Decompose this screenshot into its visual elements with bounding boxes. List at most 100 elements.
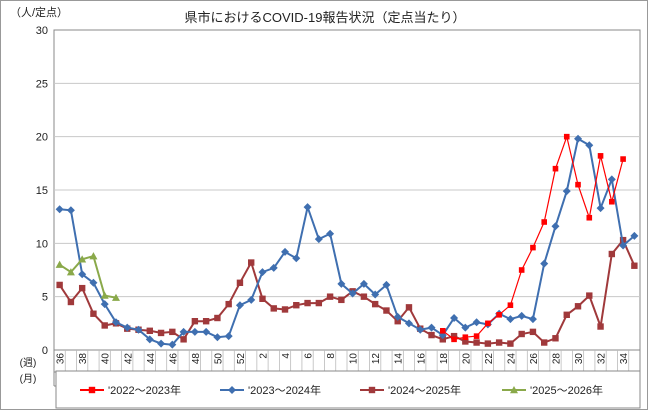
- data-point: [529, 328, 537, 336]
- data-point: [292, 254, 301, 263]
- data-point: [416, 325, 425, 334]
- week-tick-label: 24: [506, 353, 517, 365]
- data-point: [281, 306, 289, 313]
- data-point: [428, 331, 435, 339]
- y-tick-label: 5: [42, 292, 48, 304]
- data-point: [597, 153, 604, 159]
- data-point: [530, 244, 536, 251]
- grid-layer: [53, 29, 641, 351]
- legend: '2022～2023年 '2023～2024年 '2024～2025年 '2025～2…: [55, 370, 641, 409]
- data-point: [585, 141, 594, 150]
- data-point: [111, 318, 120, 327]
- data-point: [450, 314, 459, 322]
- week-tick-label: 34: [619, 353, 630, 365]
- data-point: [528, 315, 537, 324]
- data-point: [461, 323, 470, 332]
- data-point: [314, 235, 323, 244]
- data-point: [146, 327, 153, 334]
- data-point: [213, 333, 222, 342]
- data-point: [552, 165, 559, 172]
- y-axis-label: （人/定点）: [10, 5, 68, 19]
- data-point: [382, 280, 391, 289]
- data-point: [281, 247, 290, 256]
- data-point: [496, 312, 502, 318]
- month-row-label: (月): [20, 373, 37, 385]
- data-point: [450, 332, 458, 340]
- data-point: [631, 262, 638, 269]
- data-point: [101, 322, 108, 329]
- data-point: [326, 293, 334, 300]
- data-point: [180, 336, 187, 343]
- data-point: [439, 328, 446, 334]
- legend-label: '2024～2025年: [388, 383, 461, 397]
- data-point: [247, 295, 256, 304]
- data-point: [607, 175, 616, 184]
- data-point: [315, 299, 323, 307]
- week-tick-label: 22: [484, 353, 495, 365]
- week-tick-label: 10: [349, 353, 360, 365]
- data-point: [169, 328, 176, 336]
- legend-label: '2025～2026年: [530, 383, 603, 397]
- data-point: [67, 298, 75, 306]
- data-point: [394, 318, 401, 325]
- data-point: [55, 260, 64, 268]
- data-point: [485, 320, 491, 327]
- data-point: [608, 250, 616, 258]
- data-point: [518, 267, 525, 273]
- data-point: [326, 229, 335, 238]
- data-point: [134, 325, 143, 334]
- data-point: [472, 318, 481, 327]
- data-point: [383, 307, 390, 314]
- data-point: [574, 134, 583, 143]
- data-point: [540, 259, 549, 268]
- data-point: [404, 319, 413, 328]
- data-point: [248, 259, 255, 266]
- data-point: [157, 339, 166, 348]
- data-point: [338, 296, 345, 304]
- y-tick-label: 25: [36, 78, 48, 90]
- data-point: [258, 268, 267, 277]
- week-tick-label: 48: [191, 353, 202, 365]
- data-point: [507, 340, 514, 347]
- data-point: [202, 318, 210, 325]
- series-2: [56, 236, 638, 347]
- data-point: [78, 255, 87, 263]
- data-point: [360, 293, 368, 300]
- data-point: [439, 336, 446, 343]
- data-point: [235, 301, 244, 310]
- y-tick-label: 30: [36, 25, 48, 37]
- series-0: [439, 133, 626, 343]
- data-point: [586, 214, 593, 221]
- data-point: [293, 302, 300, 309]
- week-tick-label: 46: [168, 353, 179, 365]
- week-tick-label: 36: [56, 353, 67, 365]
- data-point: [190, 327, 199, 336]
- data-point: [619, 241, 628, 250]
- week-tick-label: 8: [326, 353, 337, 359]
- data-point: [100, 291, 109, 299]
- chart-title: 県市におけるCOVID-19報告状況（定点当たり）: [185, 10, 466, 25]
- data-point: [506, 315, 515, 324]
- data-point: [269, 263, 278, 272]
- week-tick-label: 20: [461, 353, 472, 365]
- week-tick-label: 2: [258, 353, 269, 359]
- week-tick-label: 40: [101, 353, 112, 365]
- legend-swatch-marker: [88, 386, 96, 394]
- data-point: [214, 314, 221, 322]
- data-point: [145, 335, 154, 344]
- data-point: [484, 340, 492, 347]
- data-point: [563, 133, 570, 140]
- data-point: [552, 335, 559, 342]
- data-point: [574, 303, 582, 310]
- data-point: [551, 222, 560, 231]
- data-point: [563, 311, 570, 318]
- week-tick-label: 18: [439, 353, 450, 365]
- week-tick-label: 38: [78, 353, 89, 365]
- week-tick-label: 42: [123, 353, 134, 365]
- data-point: [575, 181, 581, 188]
- data-point: [517, 311, 526, 320]
- data-point: [393, 312, 402, 321]
- data-point: [259, 295, 266, 302]
